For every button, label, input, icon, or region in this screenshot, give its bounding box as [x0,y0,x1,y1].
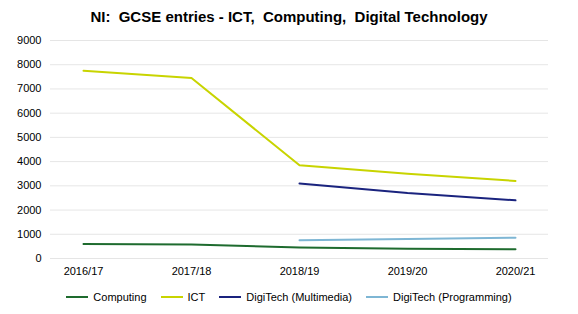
html-text:DigiTech (Multimedia): DigiTech (Multimedia) [246,291,352,303]
svg-text:4000: 4000 [17,155,41,167]
svg-text:6000: 6000 [17,107,41,119]
svg-text:2020/21: 2020/21 [496,265,536,277]
svg-text:8000: 8000 [17,58,41,70]
html-text:Computing: Computing [93,291,147,303]
svg-text:1000: 1000 [17,228,41,240]
svg-text:2000: 2000 [17,204,41,216]
html-text:NI: GCSE entries - ICT, Comput: NI: GCSE entries - ICT, Computing, Digit… [90,8,488,25]
html-text:ICT: ICT [187,291,206,303]
html-text:DigiTech (Programming): DigiTech (Programming) [393,291,512,303]
svg-text:3000: 3000 [17,179,41,191]
svg-text:2018/19: 2018/19 [280,265,320,277]
svg-text:0: 0 [35,252,41,264]
svg-text:2017/18: 2017/18 [172,265,212,277]
svg-text:7000: 7000 [17,82,41,94]
svg-text:2019/20: 2019/20 [388,265,428,277]
svg-text:5000: 5000 [17,131,41,143]
svg-text:9000: 9000 [17,34,41,46]
svg-text:2016/17: 2016/17 [64,265,104,277]
